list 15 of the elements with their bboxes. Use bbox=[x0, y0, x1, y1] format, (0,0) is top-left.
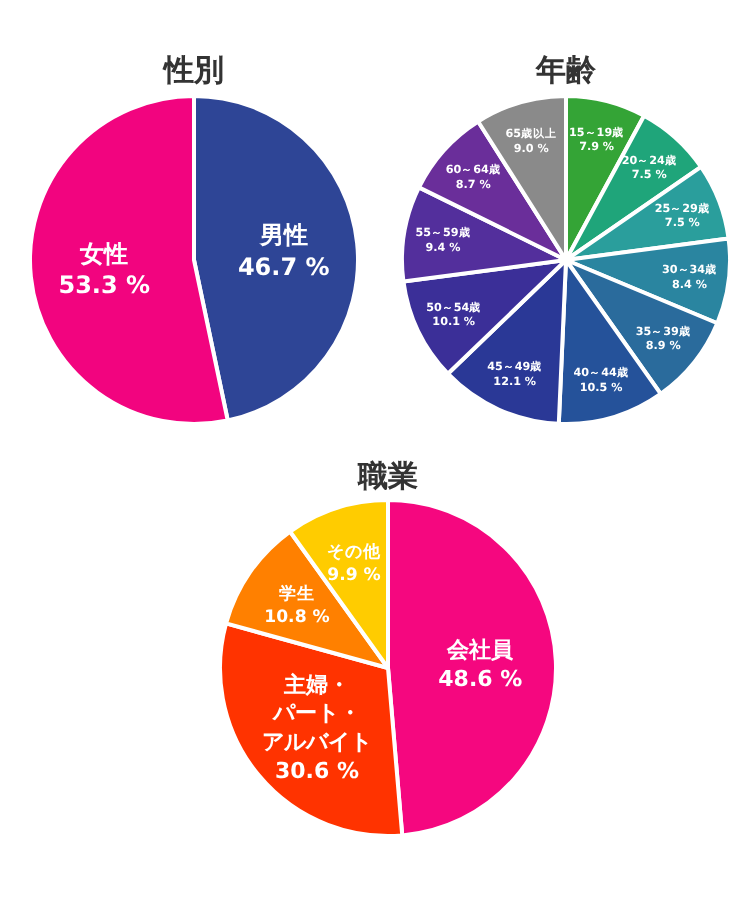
data-label: 53.3 % bbox=[58, 271, 151, 300]
data-label: 48.6 % bbox=[438, 666, 523, 693]
slice-label: 男性 bbox=[257, 221, 308, 250]
slice-label: その他 bbox=[327, 541, 384, 564]
slice-label: 会社員 bbox=[445, 637, 516, 664]
slice-label: 女性 bbox=[78, 240, 129, 269]
slice-label: 主婦・パート・アルバイト bbox=[261, 671, 372, 756]
data-label: 30.6 % bbox=[274, 757, 359, 784]
data-label: 10.8 % bbox=[264, 607, 331, 628]
chart-title: 年齢 bbox=[534, 52, 598, 88]
chart-title: 職業 bbox=[356, 458, 418, 494]
slice-label: 学生 bbox=[279, 583, 316, 606]
chart-title: 性別 bbox=[162, 52, 224, 88]
data-label: 9.9 % bbox=[327, 565, 382, 586]
data-label: 46.7 % bbox=[237, 252, 330, 281]
